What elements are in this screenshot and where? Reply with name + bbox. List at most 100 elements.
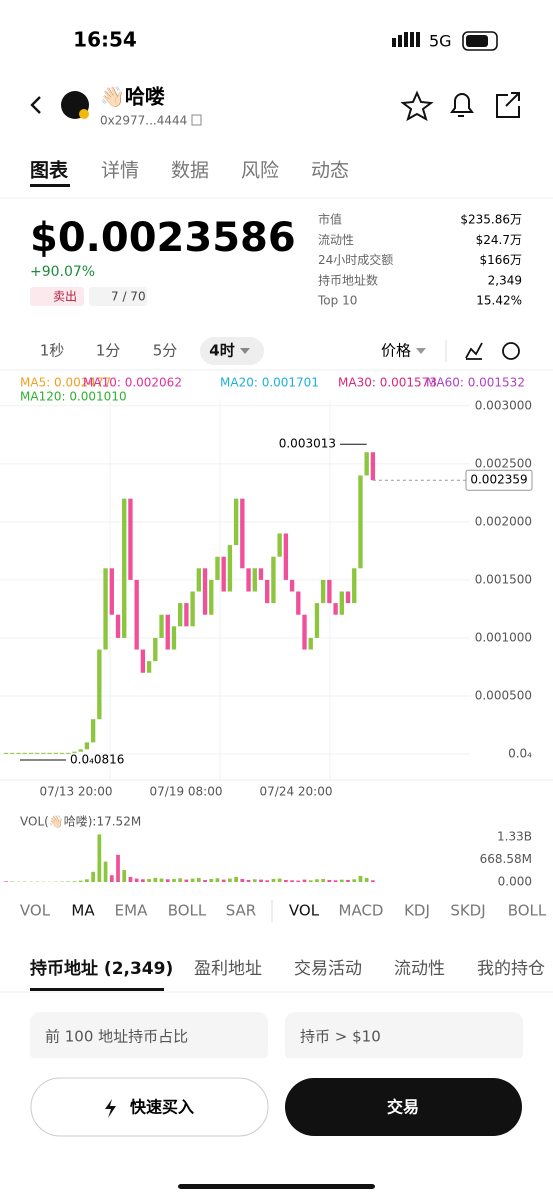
indicator-tab[interactable]: VOL [20,902,51,920]
candle [283,533,289,580]
volume-bar [302,879,307,882]
volume-bar [128,876,133,882]
y-tick-label: 0.003000 [475,398,532,412]
candle [289,579,295,592]
share-button[interactable] [496,92,520,118]
y-tick-label: 0.002000 [475,514,532,528]
volume-bar [134,878,139,882]
candle [277,533,282,557]
copy-icon[interactable] [191,114,202,126]
alert-button[interactable] [450,93,474,117]
volume-bar [234,876,238,882]
volume-bar [196,877,201,882]
stat-value: $24.7万 [476,233,522,247]
indicator-tab[interactable]: MA [71,902,95,920]
score-bg [89,287,147,306]
stat-value: 2,349 [488,273,522,287]
tab[interactable]: 数据 [171,160,209,182]
y-tick-label: 1.33B [497,829,532,843]
trade-button[interactable] [285,1078,522,1136]
volume-bar [159,878,164,882]
token-address[interactable]: 0x2977...4444 [100,114,187,128]
volume-bar [165,879,170,882]
card-bg[interactable] [285,1012,523,1062]
indicator-tab[interactable]: BOLL [508,902,547,920]
trade-label[interactable]: 交易 [387,1098,419,1117]
candle [16,752,21,754]
volume-bar [72,881,77,882]
legend-entry: MA60: 0.001532 [426,376,525,390]
candle [53,752,59,754]
candle [370,452,376,481]
indicator-tab[interactable]: KDJ [404,902,430,920]
volume-bar [78,880,83,882]
tab-indicator [30,184,70,187]
indicator-tab[interactable]: MACD [339,902,384,920]
card-label[interactable]: 持币 > $10 [300,1028,381,1046]
section-tab[interactable]: 交易活动 [294,959,362,979]
quick-buy-label[interactable]: 快速买入 [130,1098,194,1117]
candle [35,752,40,754]
stat-value: 15.42% [476,294,522,308]
x-tick-label: 07/13 20:00 [40,785,113,799]
candle [190,591,195,627]
indicator-button[interactable] [465,342,483,360]
card-label[interactable]: 前 100 地址持币占比 [45,1028,188,1046]
current-price-box [465,469,533,491]
candle [209,579,214,615]
volume-bar [252,879,257,882]
volume-bar [209,878,214,882]
volume-bar [147,878,151,882]
section-tab[interactable]: 持币地址 (2,349) [30,958,173,979]
section-tab[interactable]: 我的持仓 [477,959,545,979]
bolt-icon [105,1099,116,1118]
price: $0.0023586 [30,215,296,261]
candle [171,626,177,650]
indicator-tab[interactable]: VOL [289,902,320,920]
candle [22,752,27,754]
volume-bar [240,878,245,882]
candle [345,591,351,604]
favorite-button[interactable] [400,90,434,122]
clock: 16:54 [73,28,137,52]
settings-button[interactable] [502,342,520,360]
interval[interactable]: 1分 [96,342,121,360]
volume-bar [308,880,313,882]
volume-bar [364,877,369,882]
indicator-tab[interactable]: SKDJ [450,902,485,920]
stat-label: 24小时成交额 [318,252,393,267]
indicator-tab[interactable]: BOLL [168,902,207,920]
candle [240,498,245,569]
interval[interactable]: 1秒 [40,342,65,360]
volume-bar [4,881,8,882]
indicator-tab[interactable]: SAR [226,902,256,920]
back-button[interactable] [30,96,41,114]
tab[interactable]: 图表 [30,159,69,182]
dropdown-arrow [416,348,426,354]
indicator-tab[interactable]: EMA [115,902,148,920]
candle [233,498,239,546]
stat-label: Top 10 [317,294,357,308]
tab[interactable]: 风险 [241,160,279,182]
volume-bar [190,878,195,882]
volume-bar [259,879,263,882]
stat-value: $235.86万 [460,213,522,227]
interval[interactable]: 4时 [209,342,234,360]
quick-buy-button[interactable] [30,1077,269,1137]
price-mode[interactable]: 价格 [381,342,411,360]
section-tab[interactable]: 流动性 [394,959,445,979]
tab[interactable]: 动态 [311,160,349,182]
volume-bar [296,880,301,882]
section-tab[interactable]: 盈利地址 [194,959,262,979]
interval[interactable]: 5分 [153,342,178,360]
candle [115,614,121,638]
tab[interactable]: 详情 [101,160,139,182]
candle [302,614,307,650]
volume-bar [109,875,114,882]
stat-label: 市值 [318,212,342,227]
card-bg[interactable] [30,1012,268,1062]
signal [392,32,420,47]
candle [265,579,270,604]
